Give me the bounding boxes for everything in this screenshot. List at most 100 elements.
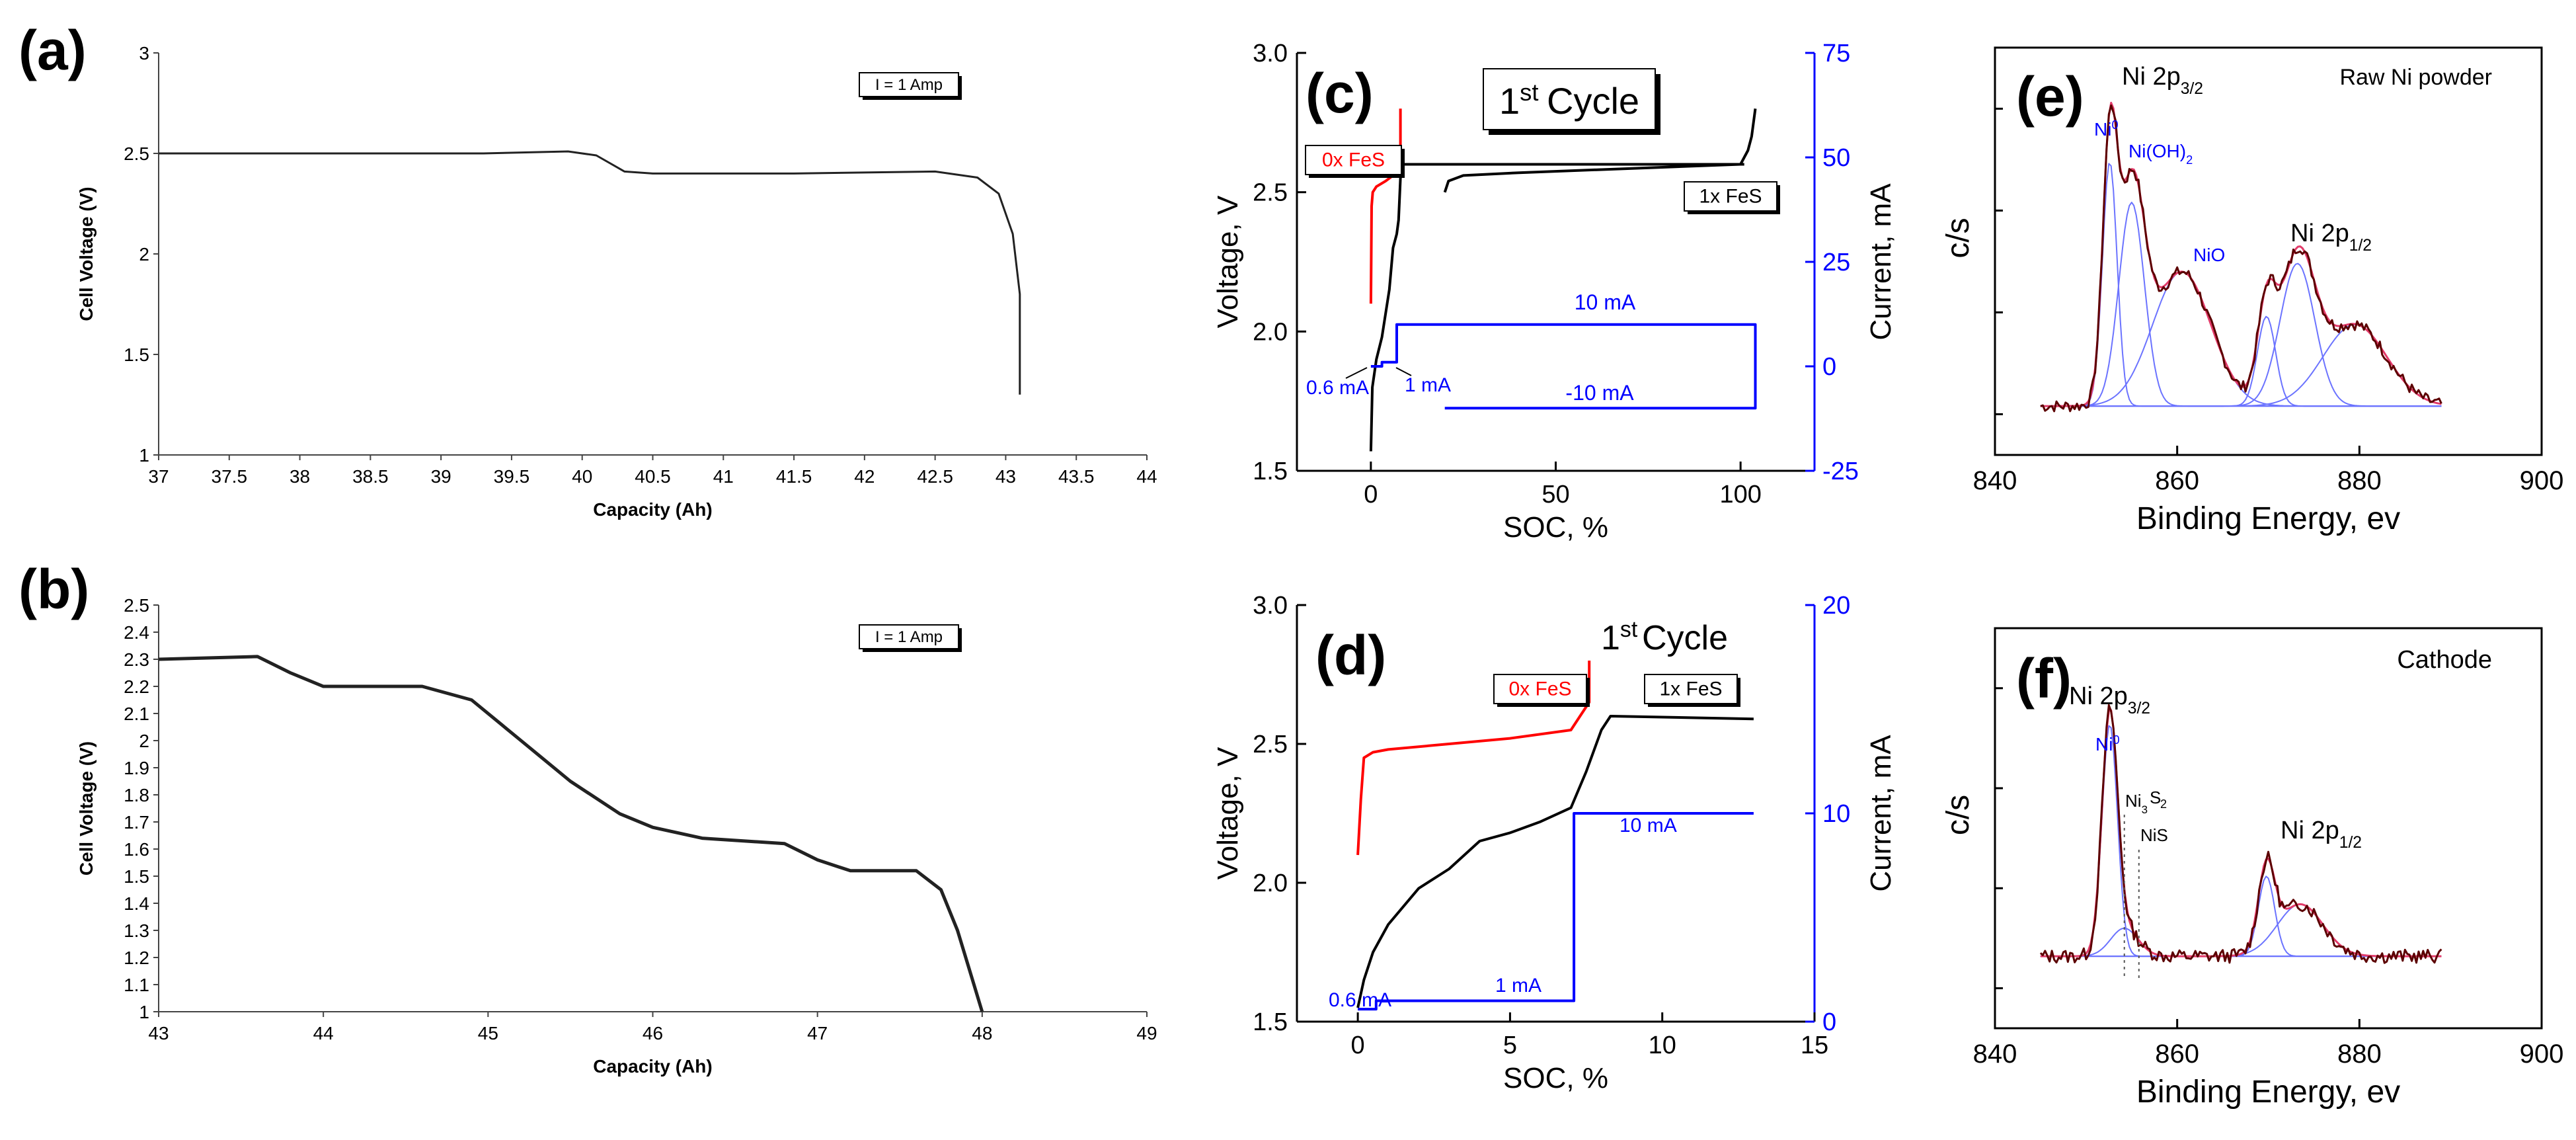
annotation-1x-fes-box bbox=[1644, 674, 1738, 704]
panel-label-d: (d) bbox=[1315, 624, 1386, 686]
y-tick-label: 2.2 bbox=[124, 676, 149, 697]
plot-frame bbox=[1994, 627, 2543, 1030]
y2-axis-label: Current, mA bbox=[1865, 183, 1897, 341]
x-tick-label: 37.5 bbox=[212, 466, 248, 487]
annotation-nioh2: Ni(OH)2 bbox=[2128, 141, 2193, 167]
x-tick-label: 43 bbox=[148, 1023, 169, 1043]
x-tick-label: 44 bbox=[313, 1023, 334, 1043]
y-tick-label: 1.5 bbox=[1253, 1008, 1288, 1036]
annotation-ni2p32: Ni 2p3/2 bbox=[2069, 682, 2150, 717]
y2-tick-label: 75 bbox=[1822, 40, 1850, 67]
y2-tick-label: 50 bbox=[1822, 144, 1850, 172]
y-tick-label: 2.5 bbox=[124, 143, 149, 164]
y-tick-label: 1.9 bbox=[124, 758, 149, 778]
y-tick-label: 2.0 bbox=[1253, 870, 1288, 897]
x-tick-label: 47 bbox=[807, 1023, 828, 1043]
chart-title-number: 1st bbox=[1499, 79, 1538, 122]
y-tick-label: 1.2 bbox=[124, 948, 149, 968]
x-tick-label: 5 bbox=[1503, 1032, 1517, 1059]
series-current bbox=[1358, 812, 1754, 1011]
y-tick-label: 1 bbox=[139, 445, 149, 466]
x-tick-label: 880 bbox=[2337, 466, 2382, 495]
y-axis-label: Voltage, V bbox=[1212, 747, 1244, 879]
y-tick-label: 1.1 bbox=[124, 975, 149, 995]
panel-label-e: (e) bbox=[2016, 65, 2084, 128]
y-tick-label: 1.6 bbox=[124, 839, 149, 860]
panel-label-f: (f) bbox=[2016, 647, 2072, 710]
panel-label-c: (c) bbox=[1306, 62, 1374, 124]
y-tick-label: 2 bbox=[139, 244, 149, 265]
y2-tick-label: 10 bbox=[1822, 800, 1850, 828]
y-tick-label: 2.5 bbox=[1253, 731, 1288, 758]
x-tick-label: 100 bbox=[1719, 481, 1761, 509]
arrow-0-6ma bbox=[1345, 367, 1368, 379]
annotation-1x-fes-box bbox=[1684, 181, 1777, 212]
chart-title-number: 1st bbox=[1601, 617, 1638, 657]
x-tick-label: 37 bbox=[148, 466, 169, 487]
y-tick-label: 3.0 bbox=[1253, 40, 1288, 67]
annotation-0x-fes-box bbox=[1493, 674, 1587, 704]
y-tick-label: 1.7 bbox=[124, 812, 149, 833]
annotation-ni3s2-s: S bbox=[2150, 788, 2161, 807]
x-axis-label: Capacity (Ah) bbox=[593, 1056, 712, 1077]
chart-c: 0 50 100 1.5 2.0 2.5 3.0 -25 0 25 50 75 SOC, % Voltag… bbox=[1212, 40, 1897, 544]
y-tick-label: 1.5 bbox=[1253, 458, 1288, 485]
fit-component bbox=[2040, 875, 2442, 957]
y-tick-label: 3 bbox=[139, 43, 149, 63]
x-tick-label: 45 bbox=[478, 1023, 498, 1043]
y-axis-label: c/s bbox=[1941, 795, 1976, 835]
chart-title: Raw Ni powder bbox=[2339, 65, 2492, 90]
chart-b: 43 44 45 46 47 48 49 1 1.1 1.2 1.3 1.4 1.5 1.6 1.7 1.8 1… bbox=[76, 595, 1157, 1077]
chart-d: 0 5 10 15 1.5 2.0 2.5 3.0 0 10 20 SOC, % Voltage, V C… bbox=[1212, 592, 1897, 1094]
y-tick-label: 2 bbox=[139, 731, 149, 751]
annotation-10ma: 10 mA bbox=[1620, 815, 1677, 836]
annotation-1x-fes-text: 1x FeS bbox=[1659, 678, 1722, 700]
x-tick-label: 42.5 bbox=[917, 466, 953, 487]
series-0x-fes bbox=[1369, 108, 1402, 304]
y-tick-label: 3.0 bbox=[1253, 592, 1288, 620]
annotation-0x-fes-text: 0x FeS bbox=[1322, 149, 1385, 171]
chart-title: Cathode bbox=[2397, 646, 2492, 674]
x-tick-label: 880 bbox=[2337, 1039, 2382, 1069]
y-tick-label: 2.5 bbox=[124, 595, 149, 616]
x-tick-label: 39.5 bbox=[494, 466, 530, 487]
x-tick-label: 42 bbox=[854, 466, 875, 487]
y-tick-label: 1.8 bbox=[124, 785, 149, 805]
annotation-nio: NiO bbox=[2193, 245, 2225, 265]
x-tick-label: 41.5 bbox=[776, 466, 812, 487]
y2-tick-label: 0 bbox=[1822, 1008, 1836, 1036]
annotation-ni2p12: Ni 2p1/2 bbox=[2290, 220, 2372, 255]
panel-label-b: (b) bbox=[19, 558, 89, 620]
x-tick-label: 43 bbox=[995, 466, 1016, 487]
annotation-minus10ma: -10 mA bbox=[1565, 381, 1634, 405]
y-tick-label: 2.5 bbox=[1253, 179, 1288, 207]
x-tick-label: 900 bbox=[2520, 466, 2564, 495]
y-tick-label: 1.5 bbox=[124, 345, 149, 365]
y-axis-label: Voltage, V bbox=[1212, 195, 1244, 328]
x-tick-label: 0 bbox=[1364, 481, 1378, 509]
y2-tick-label: 25 bbox=[1822, 249, 1850, 276]
series-1x-fes-discharge bbox=[1443, 108, 1757, 193]
x-tick-label: 44 bbox=[1136, 466, 1157, 487]
x-tick-label: 860 bbox=[2155, 466, 2199, 495]
series-1x-fes-charge bbox=[1369, 163, 1744, 452]
annotation-0-6ma: 0.6 mA bbox=[1329, 989, 1391, 1011]
series-line bbox=[158, 655, 984, 1012]
y-tick-label: 1 bbox=[139, 1002, 149, 1022]
fit-envelope bbox=[2040, 101, 2442, 407]
x-tick-label: 0 bbox=[1351, 1032, 1365, 1059]
arrow-1ma bbox=[1395, 367, 1412, 376]
annotation-1ma: 1 mA bbox=[1405, 374, 1451, 396]
x-tick-label: 46 bbox=[643, 1023, 663, 1043]
annotation-0x-fes-text: 0x FeS bbox=[1508, 678, 1571, 700]
chart-e: 840 860 880 900 Binding Energy, ev c/s Raw Ni … bbox=[1941, 46, 2564, 536]
chart-title-word: Cycle bbox=[1547, 80, 1639, 122]
chart-a: 37 37.5 38 38.5 39 39.5 40 40.5 41 41.5 42 42.5 43 43… bbox=[76, 43, 1157, 520]
x-tick-label: 40 bbox=[572, 466, 592, 487]
legend-box bbox=[859, 624, 959, 649]
title-box bbox=[1483, 68, 1656, 130]
annotation-ni0: Ni0 bbox=[2095, 733, 2120, 754]
legend-box bbox=[859, 72, 959, 97]
x-tick-label: 38 bbox=[290, 466, 310, 487]
